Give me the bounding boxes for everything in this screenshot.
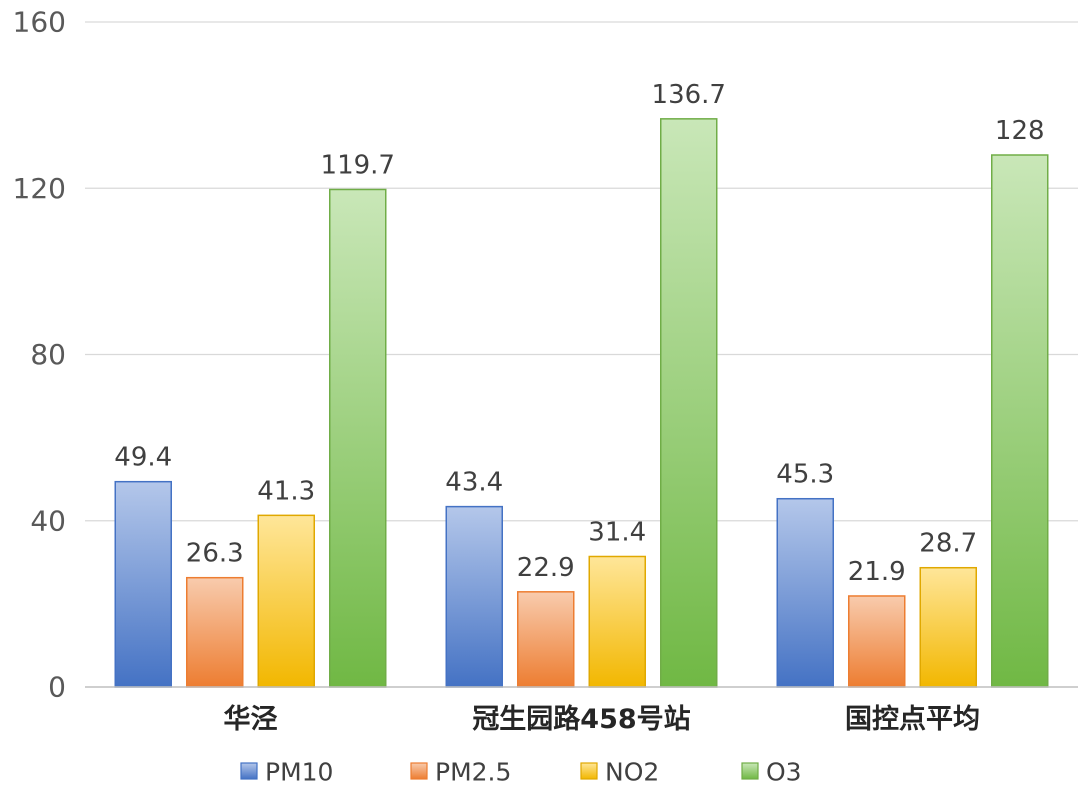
bar-o3-0: [329, 188, 387, 688]
legend-swatch: [580, 762, 598, 780]
bar-pm10-0: [114, 480, 172, 688]
bar-no2-0: [257, 514, 315, 688]
legend-label: PM10: [265, 758, 333, 787]
bar-pm10-1: [445, 505, 503, 688]
legend-label: PM2.5: [435, 758, 511, 787]
y-axis-tick-labels: 0 40 80 120 160: [13, 6, 66, 704]
legend-swatch: [410, 762, 428, 780]
bar-o3-1: [660, 118, 718, 688]
bar-o3-2: [991, 154, 1049, 688]
gridlines: [85, 21, 1078, 522]
y-tick-label: 160: [13, 6, 66, 39]
data-label: 31.4: [588, 517, 646, 547]
y-tick-label: 120: [13, 172, 66, 205]
data-label: 41.3: [257, 476, 315, 506]
data-label: 21.9: [848, 557, 906, 587]
legend-label: O3: [766, 758, 802, 787]
data-label: 136.7: [652, 80, 726, 110]
legend: PM10 PM2.5 NO2 O3: [240, 758, 802, 787]
y-tick-label: 0: [48, 671, 66, 704]
category-labels: 华泾 冠生园路458号站 国控点平均: [224, 703, 981, 735]
bar-pm25-0: [186, 576, 244, 688]
data-label: 26.3: [186, 539, 244, 569]
data-labels: 49.4 26.3 41.3 119.7 43.4 22.9 31.4 136.7 45.3 21…: [114, 80, 1044, 587]
data-label: 43.4: [445, 468, 503, 498]
y-tick-label: 40: [30, 504, 66, 537]
bars: [114, 118, 1049, 688]
data-label: 128: [995, 116, 1045, 146]
legend-label: NO2: [605, 758, 659, 787]
data-label: 28.7: [919, 529, 977, 559]
data-label: 22.9: [517, 553, 575, 583]
legend-swatch: [240, 762, 258, 780]
data-label: 119.7: [321, 150, 395, 180]
bar-pm25-2: [848, 595, 906, 688]
data-label: 45.3: [776, 460, 834, 490]
data-label: 49.4: [114, 443, 172, 473]
legend-swatch: [741, 762, 759, 780]
category-label: 华泾: [224, 703, 278, 735]
bar-pm10-2: [776, 497, 834, 688]
category-label: 冠生园路458号站: [472, 703, 690, 735]
category-label: 国控点平均: [845, 704, 980, 735]
bar-no2-2: [919, 566, 977, 688]
bar-no2-1: [588, 555, 646, 688]
y-tick-label: 80: [30, 338, 66, 371]
bar-pm25-1: [517, 591, 575, 688]
